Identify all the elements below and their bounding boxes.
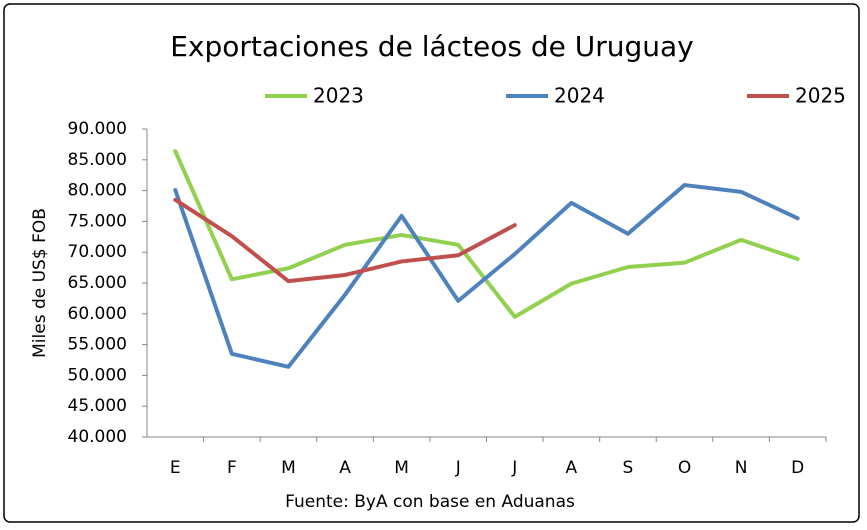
series-line	[173, 197, 517, 284]
x-tick-label: M	[281, 458, 296, 478]
chart-title: Exportaciones de lácteos de Uruguay	[170, 30, 694, 63]
series-line	[173, 183, 800, 369]
y-tick-label: 65.000	[68, 273, 127, 293]
y-axis-label: Miles de US$ FOB	[30, 208, 50, 358]
x-tick-label: M	[394, 458, 409, 478]
y-tick-label: 85.000	[68, 150, 127, 170]
y-tick-label: 60.000	[68, 304, 127, 324]
y-tick-label: 75.000	[68, 211, 127, 231]
legend-label: 2025	[795, 84, 846, 108]
x-tick-label: S	[623, 458, 634, 478]
y-tick-label: 70.000	[68, 242, 127, 262]
y-tick-label: 45.000	[68, 396, 127, 416]
y-tick-label: 90.000	[68, 119, 127, 139]
source: Fuente: ByA con base en Aduanas	[285, 492, 575, 512]
y-tick-label: 55.000	[68, 335, 127, 355]
series-line	[173, 149, 800, 319]
x-tick-label: A	[339, 458, 351, 478]
x-tick-label: N	[735, 458, 748, 478]
x-tick-label: F	[227, 458, 237, 478]
legend-label: 2024	[554, 84, 605, 108]
x-tick-label: O	[678, 458, 691, 478]
legend-label: 2023	[313, 84, 364, 108]
x-tick-label: J	[511, 458, 517, 478]
x-tick-label: A	[566, 458, 578, 478]
x-tick-label: E	[170, 458, 181, 478]
y-tick-label: 50.000	[68, 365, 127, 385]
x-tick-label: D	[791, 458, 804, 478]
x-tick-label: J	[455, 458, 461, 478]
y-tick-label: 40.000	[68, 427, 127, 447]
y-tick-label: 80.000	[68, 181, 127, 201]
